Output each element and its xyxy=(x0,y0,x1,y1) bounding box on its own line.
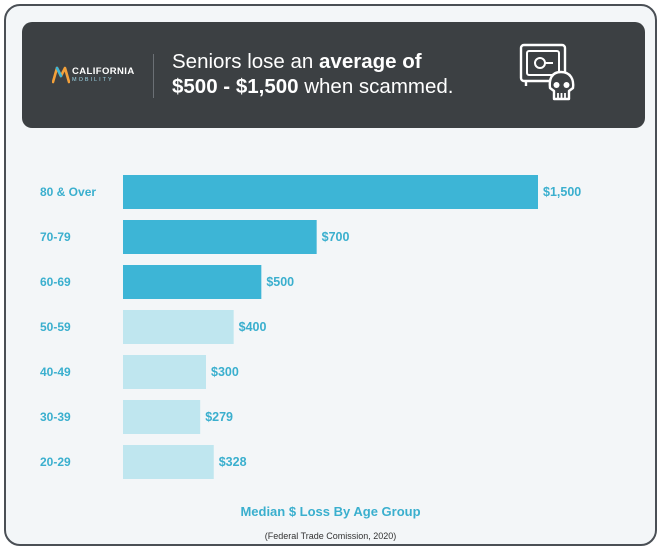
category-label: 70-79 xyxy=(40,230,71,244)
header-banner: CALIFORNIA MOBILITY Seniors lose an aver… xyxy=(22,22,645,128)
headline-bold-2: $500 - $1,500 xyxy=(172,75,299,98)
headline-text-2: when scammed. xyxy=(298,75,454,98)
category-label: 80 & Over xyxy=(40,185,96,199)
category-label: 20-29 xyxy=(40,455,71,469)
value-label: $1,500 xyxy=(543,185,581,199)
chart-title: Median $ Loss By Age Group xyxy=(240,504,421,519)
value-label: $700 xyxy=(322,230,350,244)
logo-wordmark: CALIFORNIA xyxy=(72,66,135,77)
bar xyxy=(123,220,317,254)
bar xyxy=(123,310,234,344)
bar xyxy=(123,175,538,209)
category-label: 30-39 xyxy=(40,410,71,424)
chart-source: (Federal Trade Comission, 2020) xyxy=(264,531,397,541)
logo-subtitle: MOBILITY xyxy=(72,77,114,83)
value-label: $279 xyxy=(205,410,233,424)
category-label: 50-59 xyxy=(40,320,71,334)
value-label: $500 xyxy=(266,275,294,289)
category-label: 40-49 xyxy=(40,365,71,379)
value-label: $328 xyxy=(219,455,247,469)
category-label: 60-69 xyxy=(40,275,71,289)
logo-mark-icon xyxy=(52,66,70,84)
infographic-card: CALIFORNIA MOBILITY Seniors lose an aver… xyxy=(4,4,657,546)
value-label: $400 xyxy=(239,320,267,334)
headline: Seniors lose an average of $500 - $1,500… xyxy=(172,49,453,99)
california-mobility-logo: CALIFORNIA MOBILITY xyxy=(52,64,152,88)
bar-chart: 80 & Over $1,500 70-79 $700 60-69 $500 50-59 $4… xyxy=(40,175,581,479)
bar xyxy=(123,355,206,389)
safe-skull-icon xyxy=(519,43,575,101)
value-label: $300 xyxy=(211,365,239,379)
bar xyxy=(123,400,201,434)
bar xyxy=(123,265,262,299)
headline-text-1: Seniors lose an xyxy=(172,50,320,73)
header-divider xyxy=(153,54,154,98)
headline-bold-1: average of xyxy=(319,50,422,73)
bar xyxy=(123,445,214,479)
